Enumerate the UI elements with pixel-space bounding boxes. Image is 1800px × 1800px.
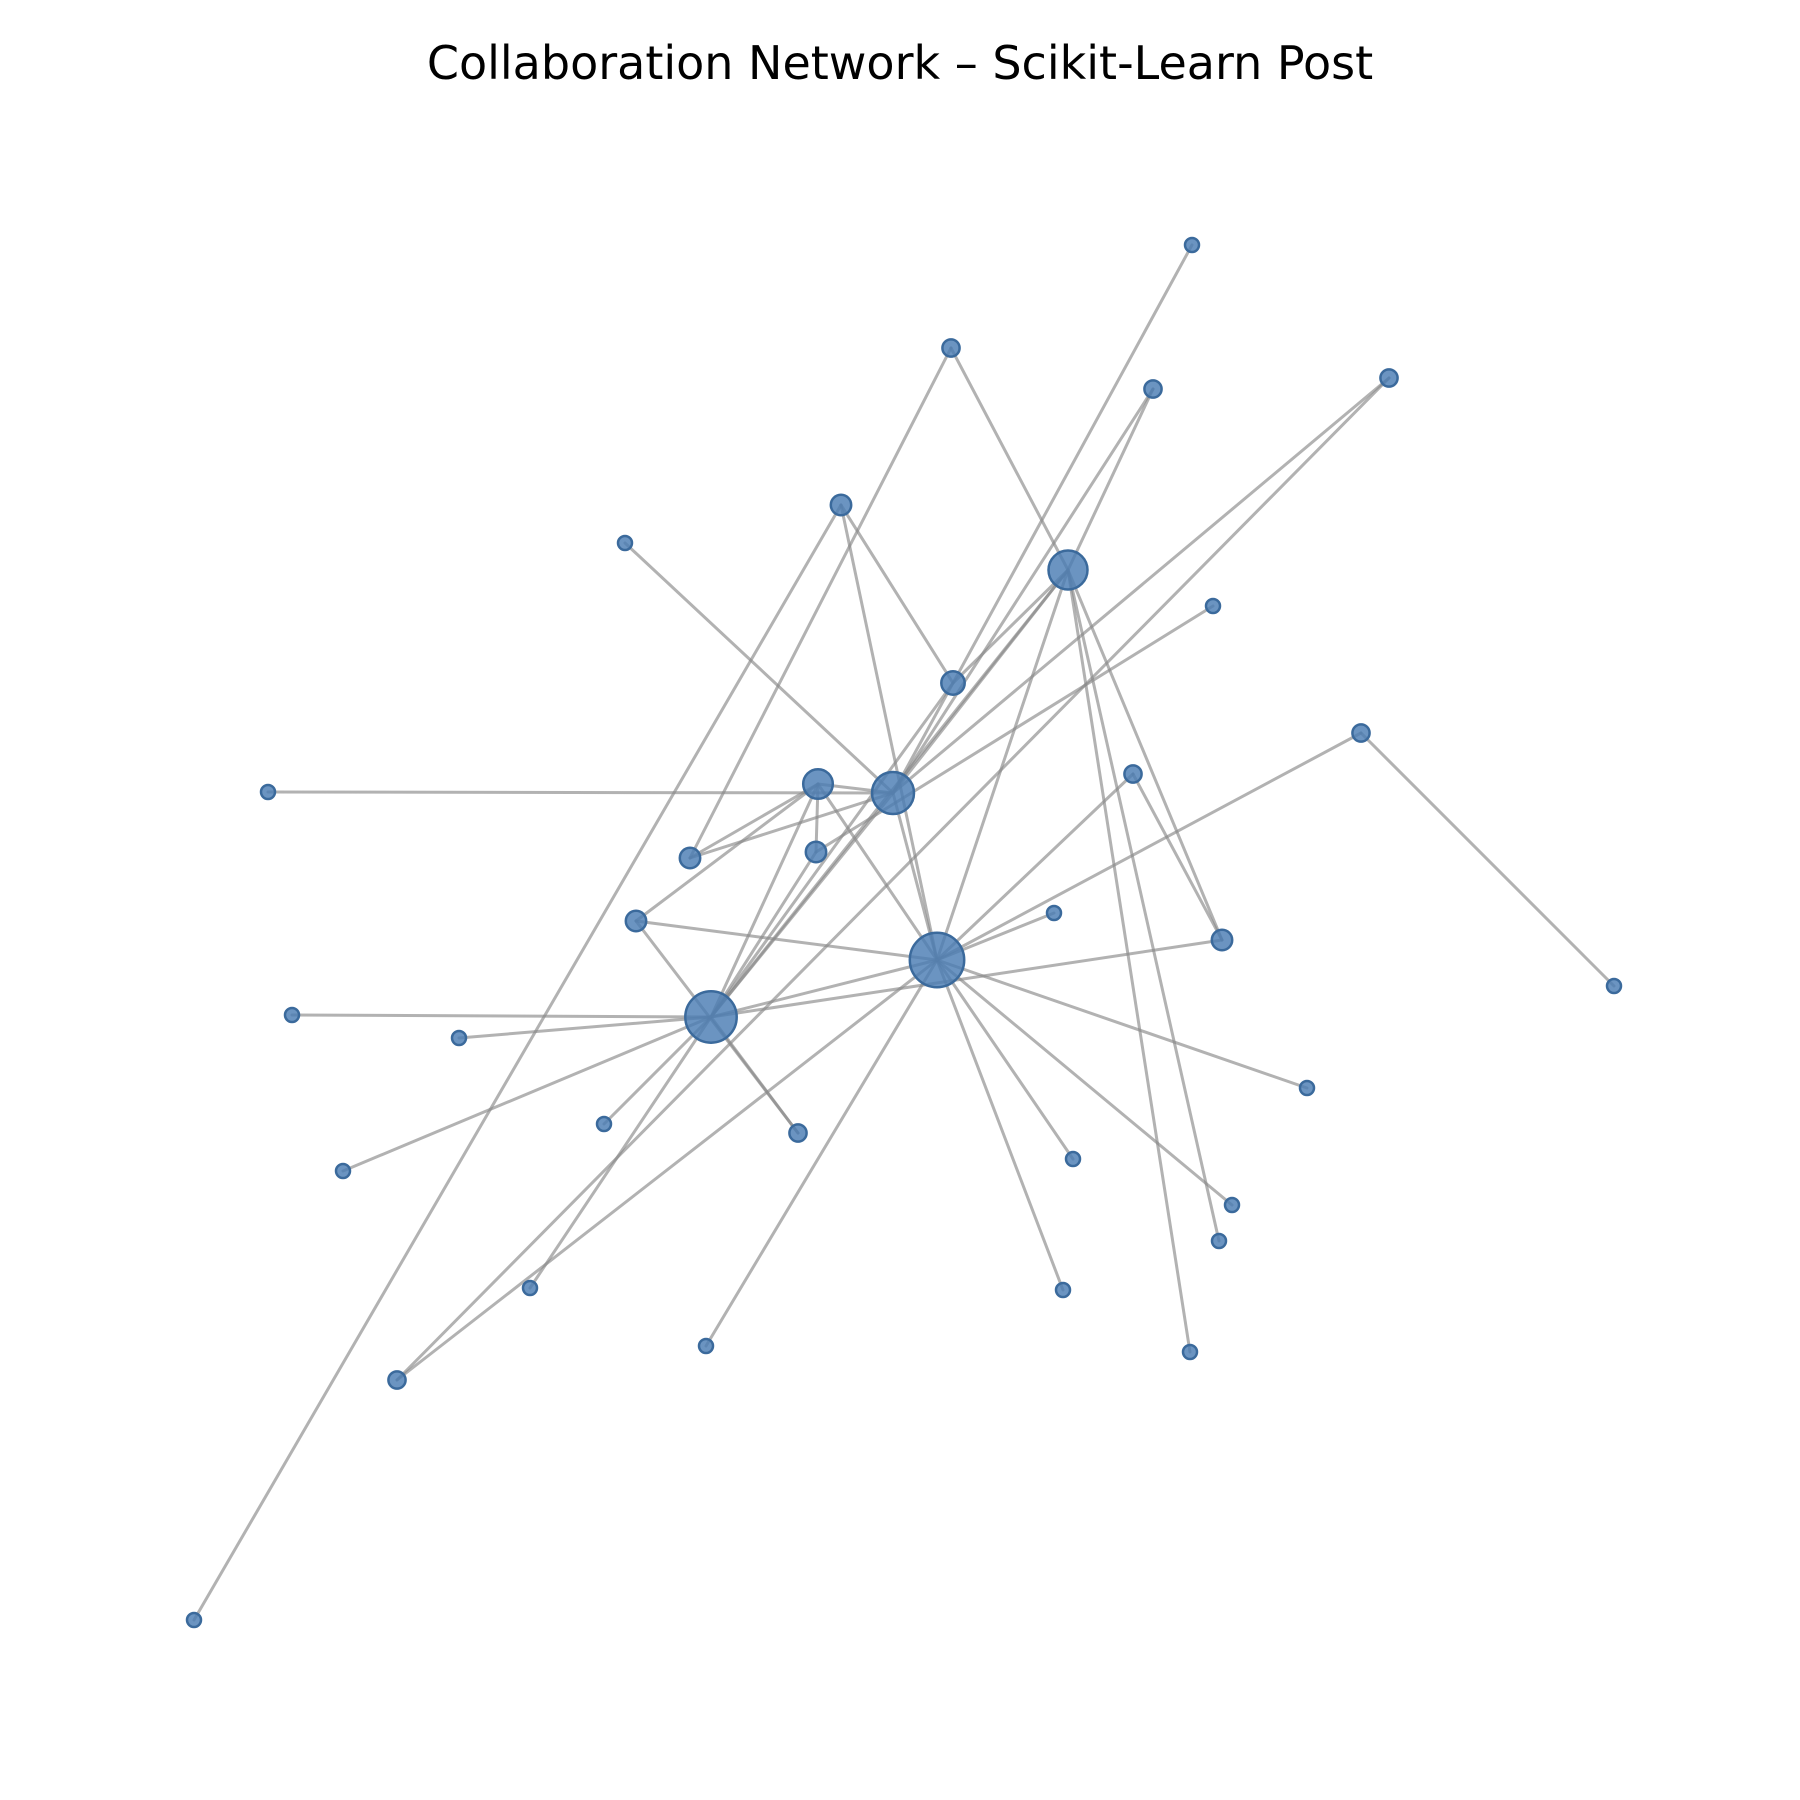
node-n30 bbox=[1605, 977, 1623, 995]
node-n31 bbox=[1054, 1281, 1072, 1299]
node-n20 bbox=[334, 1162, 352, 1180]
edge-n7-n8 bbox=[839, 503, 955, 685]
edge-n8-n36 bbox=[192, 503, 843, 1622]
node-n2 bbox=[801, 767, 835, 801]
node-n16 bbox=[788, 1123, 808, 1143]
chart-title: Collaboration Network – Scikit-Learn Pos… bbox=[426, 36, 1374, 90]
node-n7 bbox=[940, 670, 966, 696]
node-n8 bbox=[829, 493, 853, 517]
node-n0 bbox=[870, 770, 916, 816]
node-n36 bbox=[185, 1611, 203, 1629]
edge-n13-n30 bbox=[1359, 731, 1616, 988]
edge-n4-n24 bbox=[935, 958, 1234, 1207]
node-n5 bbox=[678, 846, 702, 870]
edge-n2-n3 bbox=[709, 782, 820, 1019]
edge-n1-n7 bbox=[951, 568, 1070, 685]
edge-n0-n5 bbox=[688, 791, 895, 860]
node-n1 bbox=[1047, 549, 1089, 591]
node-n11 bbox=[941, 338, 961, 358]
edge-n14-n10 bbox=[1131, 772, 1224, 942]
node-n27 bbox=[259, 783, 277, 801]
node-n14 bbox=[1123, 764, 1143, 784]
node-n33 bbox=[1045, 904, 1063, 922]
edge-n1-n11 bbox=[949, 346, 1070, 572]
edge-n4-n13 bbox=[935, 731, 1363, 962]
edge-n1-n35 bbox=[1066, 568, 1221, 1243]
edge-n4-n26 bbox=[935, 958, 1309, 1090]
edge-n3-n19 bbox=[457, 1015, 713, 1040]
node-n29 bbox=[1204, 597, 1222, 615]
edge-layer bbox=[192, 243, 1616, 1622]
node-n12 bbox=[1143, 379, 1163, 399]
edge-n1-n10 bbox=[1066, 568, 1224, 942]
edge-n4-n15 bbox=[395, 958, 939, 1382]
edge-n2-n5 bbox=[688, 782, 820, 860]
node-n22 bbox=[521, 1279, 539, 1297]
node-n3 bbox=[684, 990, 738, 1044]
node-n35 bbox=[1210, 1232, 1228, 1250]
node-n23 bbox=[1064, 1150, 1082, 1168]
node-n26 bbox=[1298, 1079, 1316, 1097]
edge-n2-n6 bbox=[634, 782, 820, 923]
node-layer bbox=[185, 236, 1623, 1629]
edge-n4-n14 bbox=[935, 772, 1135, 962]
node-n13 bbox=[1351, 723, 1371, 743]
edge-n0-n17 bbox=[891, 376, 1391, 795]
edge-n2-n4 bbox=[816, 782, 939, 962]
node-n18 bbox=[283, 1006, 301, 1024]
edge-n1-n12 bbox=[1066, 387, 1155, 572]
node-n15 bbox=[387, 1370, 407, 1390]
edge-n3-n9 bbox=[709, 850, 818, 1019]
edge-n3-n4 bbox=[709, 958, 939, 1019]
edge-n5-n11 bbox=[688, 346, 953, 860]
edge-n0-n25 bbox=[623, 541, 895, 795]
edge-n3-n7 bbox=[709, 681, 955, 1019]
edge-n4-n23 bbox=[935, 958, 1075, 1161]
node-n24 bbox=[1223, 1196, 1241, 1214]
edge-n0-n12 bbox=[891, 387, 1155, 795]
node-n10 bbox=[1210, 928, 1234, 952]
node-n9 bbox=[804, 840, 828, 864]
edge-n1-n34 bbox=[1066, 568, 1192, 1354]
edge-n0-n27 bbox=[266, 790, 895, 795]
node-n34 bbox=[1181, 1343, 1199, 1361]
edge-n4-n6 bbox=[634, 919, 939, 962]
node-n19 bbox=[450, 1029, 468, 1047]
node-n17 bbox=[1379, 368, 1399, 388]
node-n21 bbox=[595, 1115, 613, 1133]
node-n6 bbox=[624, 909, 648, 933]
node-n4 bbox=[908, 931, 966, 989]
edge-n1-n4 bbox=[935, 568, 1070, 962]
edge-n3-n18 bbox=[290, 1013, 713, 1019]
edge-n3-n10 bbox=[709, 938, 1224, 1019]
node-n32 bbox=[697, 1337, 715, 1355]
edge-n4-n31 bbox=[935, 958, 1065, 1292]
node-n25 bbox=[616, 534, 634, 552]
edge-n4-n8 bbox=[839, 503, 939, 962]
edge-n3-n20 bbox=[341, 1015, 713, 1173]
edge-n15-n17 bbox=[395, 376, 1391, 1382]
edge-n4-n32 bbox=[704, 958, 939, 1348]
node-n28 bbox=[1183, 236, 1201, 254]
